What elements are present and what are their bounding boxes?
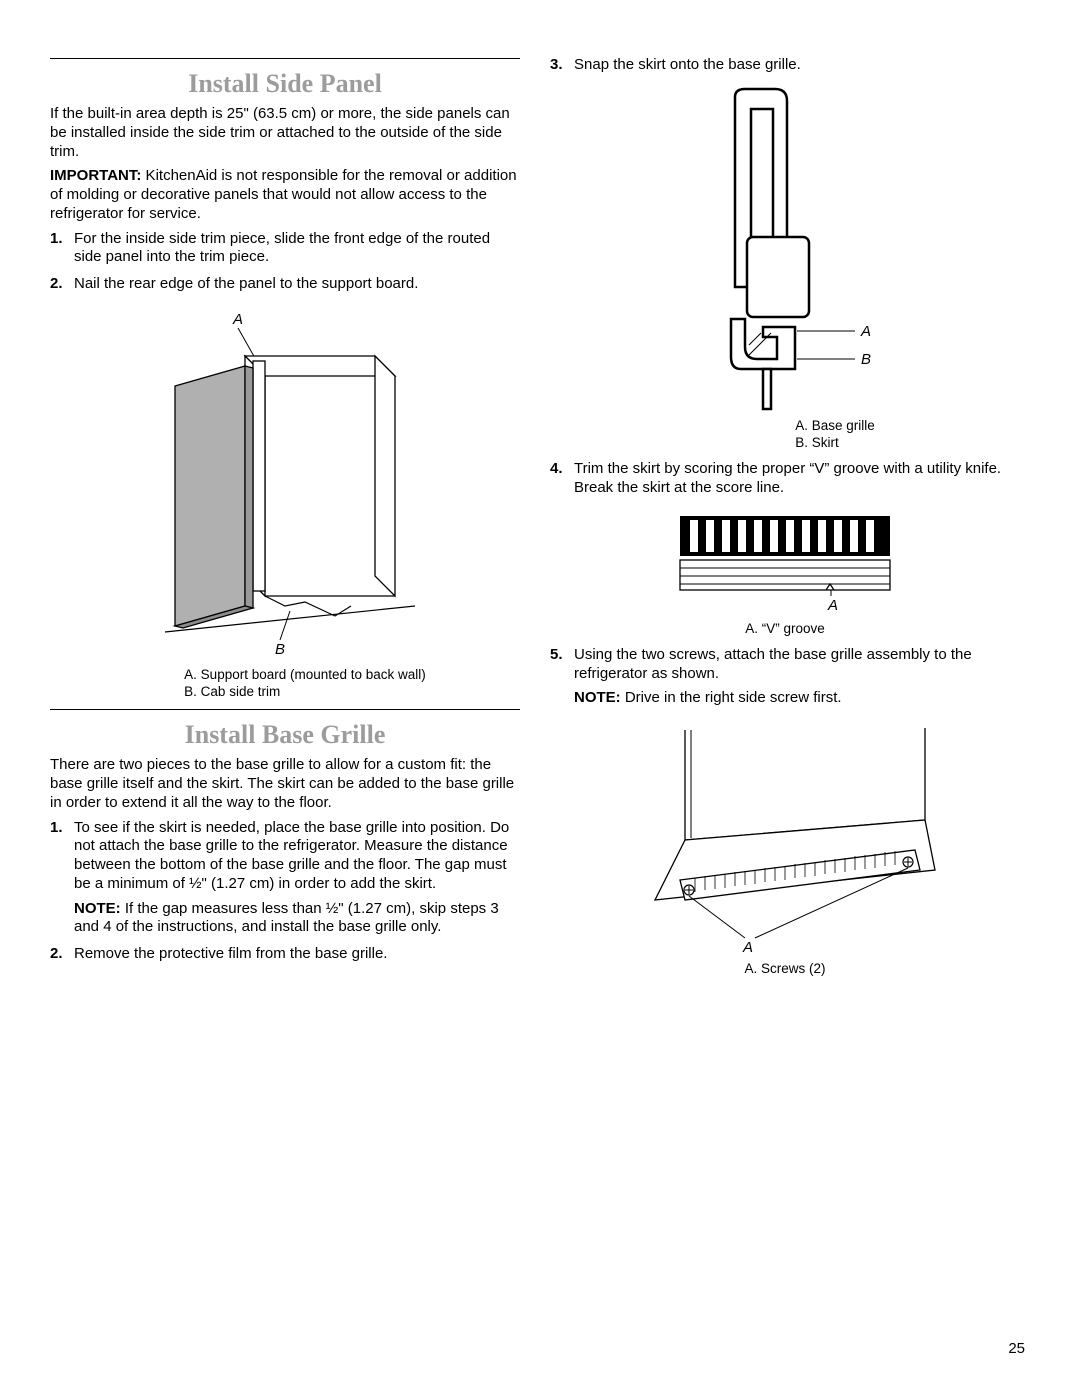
intro-text: If the built-in area depth is 25" (63.5 …	[50, 105, 520, 161]
step-item: 2. Remove the protective film from the b…	[50, 945, 520, 964]
note-label: NOTE:	[574, 689, 621, 706]
note-label: NOTE:	[74, 900, 121, 917]
figure-caption: A. Screws (2)	[744, 960, 825, 978]
caption-line: B. Skirt	[795, 434, 875, 452]
step-item: 1. To see if the skirt is needed, place …	[50, 819, 520, 938]
figure-caption: A. Support board (mounted to back wall) …	[184, 666, 426, 701]
figure-v-groove: A A. “V” groove	[550, 510, 1020, 638]
section-title-side-panel: Install Side Panel	[50, 69, 520, 99]
step-text: Remove the protective film from the base…	[74, 945, 520, 964]
figure-attach-grille: A A. Screws (2)	[550, 720, 1020, 978]
steps-list: 1. To see if the skirt is needed, place …	[50, 819, 520, 964]
step-text: For the inside side trim piece, slide th…	[74, 230, 520, 268]
step-text: Nail the rear edge of the panel to the s…	[74, 275, 520, 294]
side-panel-diagram: A B	[135, 306, 435, 666]
diagram-label-a: A	[860, 323, 871, 340]
step-number: 2.	[50, 275, 74, 294]
v-groove-diagram: A	[670, 510, 900, 620]
clip-profile-diagram: A B	[655, 87, 915, 417]
intro-text: There are two pieces to the base grille …	[50, 756, 520, 812]
caption-line: A. Support board (mounted to back wall)	[184, 666, 426, 684]
diagram-label-a: A	[742, 939, 753, 956]
step-item: 5. Using the two screws, attach the base…	[550, 646, 1020, 708]
diagram-label-a: A	[827, 597, 838, 614]
step-number: 3.	[550, 56, 574, 75]
section-title-base-grille: Install Base Grille	[50, 720, 520, 750]
step-item: 1. For the inside side trim piece, slide…	[50, 230, 520, 268]
step-text: Trim the skirt by scoring the proper “V”…	[574, 460, 1020, 498]
steps-list: 3. Snap the skirt onto the base grille.	[550, 56, 1020, 75]
figure-caption: A. “V” groove	[745, 620, 825, 638]
step-text: To see if the skirt is needed, place the…	[74, 819, 520, 938]
step-number: 4.	[550, 460, 574, 498]
right-column: 3. Snap the skirt onto the base grille.	[550, 50, 1020, 986]
figure-caption: A. Base grille B. Skirt	[795, 417, 875, 452]
steps-list: 1. For the inside side trim piece, slide…	[50, 230, 520, 294]
attach-grille-diagram: A	[625, 720, 945, 960]
steps-list: 4. Trim the skirt by scoring the proper …	[550, 460, 1020, 498]
diagram-label-a: A	[232, 311, 243, 328]
important-text: IMPORTANT: KitchenAid is not responsible…	[50, 167, 520, 223]
step-item: 2. Nail the rear edge of the panel to th…	[50, 275, 520, 294]
step-item: 4. Trim the skirt by scoring the proper …	[550, 460, 1020, 498]
step-item: 3. Snap the skirt onto the base grille.	[550, 56, 1020, 75]
left-column: Install Side Panel If the built-in area …	[50, 50, 520, 986]
step-text: Using the two screws, attach the base gr…	[574, 646, 1020, 708]
steps-list: 5. Using the two screws, attach the base…	[550, 646, 1020, 708]
figure-clip-profile: A B A. Base grille B. Skirt	[550, 87, 1020, 453]
step-number: 5.	[550, 646, 574, 708]
diagram-label-b: B	[275, 641, 285, 658]
diagram-label-b: B	[861, 351, 871, 368]
step-body: Using the two screws, attach the base gr…	[574, 646, 972, 682]
step-text: Snap the skirt onto the base grille.	[574, 56, 1020, 75]
step-number: 2.	[50, 945, 74, 964]
page-number: 25	[1008, 1340, 1025, 1357]
important-label: IMPORTANT:	[50, 167, 141, 184]
figure-side-panel: A B A. S	[50, 306, 520, 702]
caption-line: B. Cab side trim	[184, 683, 426, 701]
step-note: NOTE: If the gap measures less than ½" (…	[74, 900, 520, 938]
caption-line: A. Base grille	[795, 417, 875, 435]
rule	[50, 709, 520, 710]
step-body: To see if the skirt is needed, place the…	[74, 819, 509, 892]
note-body: If the gap measures less than ½" (1.27 c…	[74, 900, 499, 936]
note-body: Drive in the right side screw first.	[621, 689, 842, 706]
step-note: NOTE: Drive in the right side screw firs…	[574, 689, 1020, 708]
step-number: 1.	[50, 230, 74, 268]
step-number: 1.	[50, 819, 74, 938]
rule	[50, 58, 520, 59]
